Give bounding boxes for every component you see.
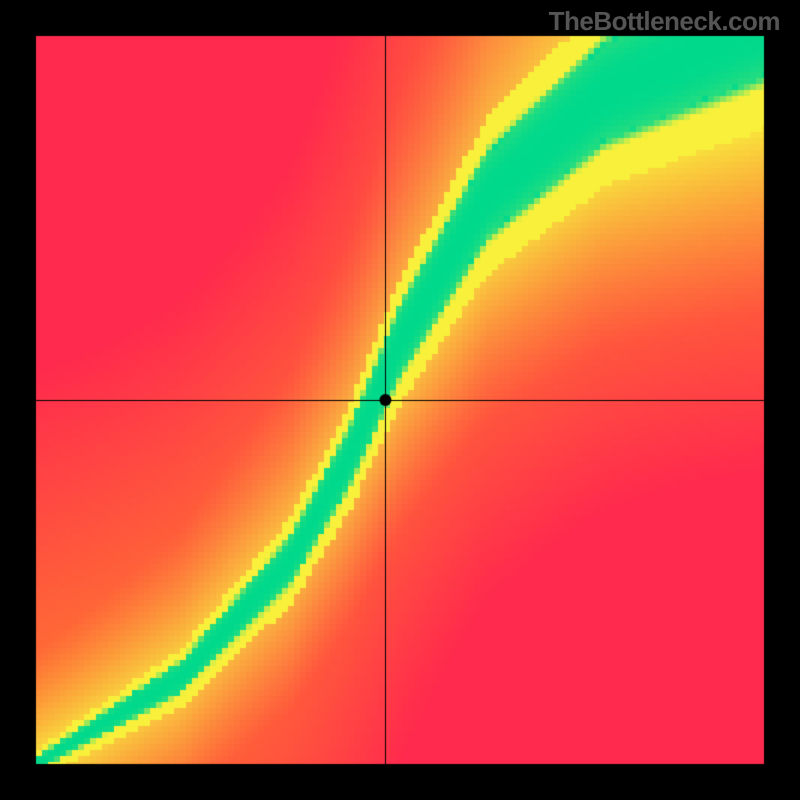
bottleneck-heatmap xyxy=(0,0,800,800)
watermark-text: TheBottleneck.com xyxy=(549,6,780,37)
